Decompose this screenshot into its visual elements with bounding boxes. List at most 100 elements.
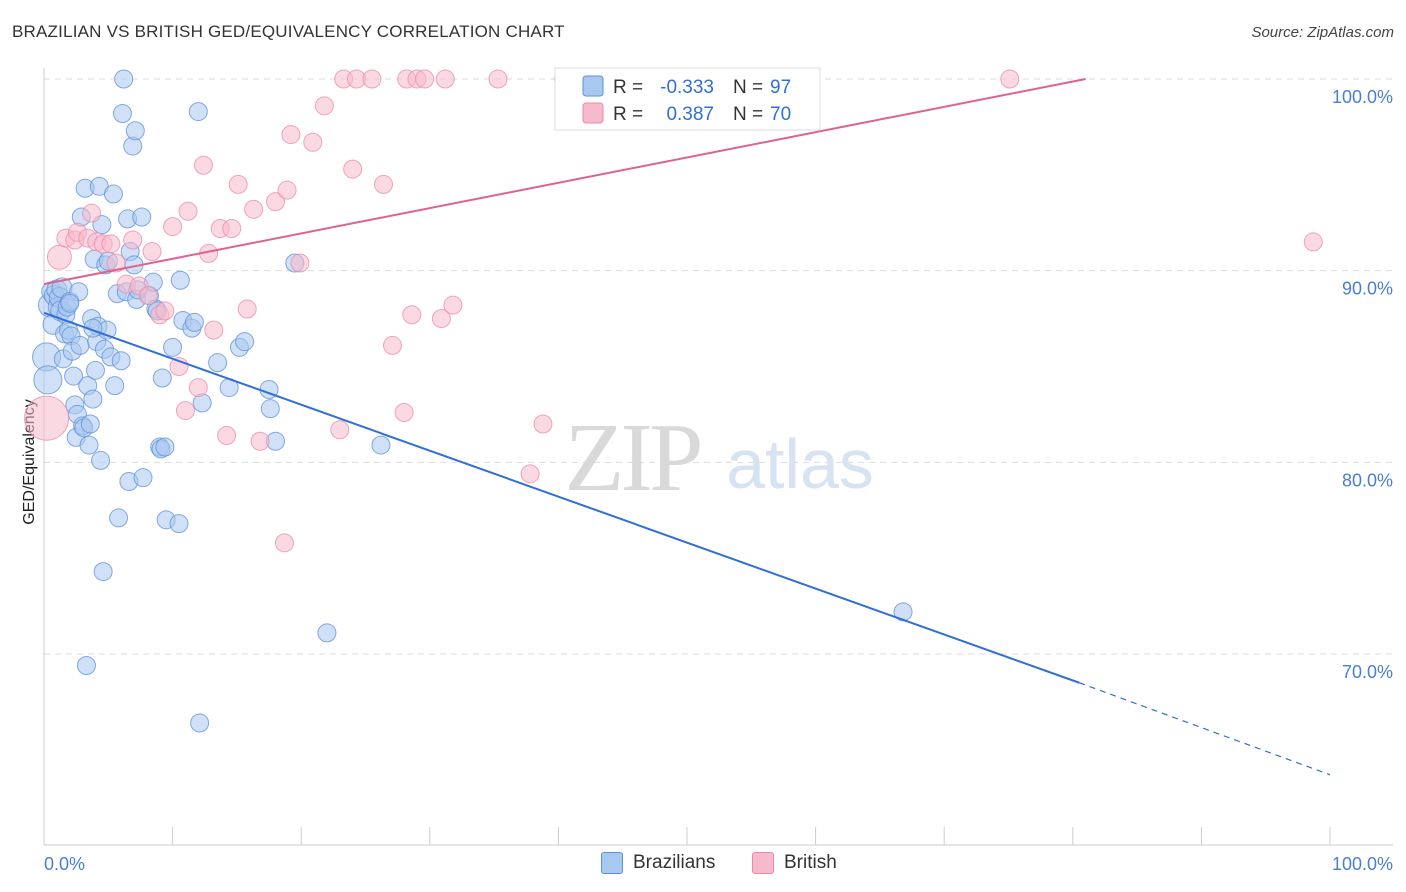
british-point-56 [520, 464, 540, 484]
brazilian-point-74 [163, 337, 183, 357]
british-point-38 [303, 132, 323, 152]
brazilian-point-52 [112, 104, 132, 123]
brazilians-trend-extension [1079, 682, 1331, 776]
x-tick-label-min: 0.0% [44, 854, 85, 874]
british-point-45 [374, 174, 394, 194]
brazilian-point-29 [76, 656, 96, 675]
legend-n-value-1: 97 [770, 77, 791, 98]
british-point-68 [1000, 69, 1020, 89]
legend-r-label-1: R = [613, 77, 643, 98]
british-point-21 [178, 201, 198, 221]
y-tick-label-100: 100.0% [1332, 87, 1393, 107]
brazilian-point-80 [188, 102, 208, 122]
british-point-44 [362, 69, 382, 89]
axes [43, 68, 1393, 846]
british-point-31 [244, 199, 264, 219]
british-point-57 [533, 414, 553, 434]
brazilian-point-53 [114, 69, 134, 89]
legend-n-label-2: N = [733, 104, 763, 125]
bottom-legend-british[interactable]: British [752, 852, 837, 874]
legend-swatch-brazilians [582, 75, 604, 97]
legend-r-value-2: 0.387 [666, 104, 714, 125]
brazilian-point-72 [155, 437, 175, 457]
british-point-29 [228, 174, 248, 194]
british-point-1 [46, 244, 72, 270]
watermark-atlas: atlas [726, 425, 874, 503]
brazilians-legend-label: Brazilians [633, 852, 716, 873]
brazilian-point-92 [371, 435, 391, 455]
british-point-46 [383, 335, 403, 355]
bottom-legend-brazilians[interactable]: Brazilians [601, 852, 715, 874]
british-point-55 [488, 69, 508, 89]
legend-r-value-1: -0.333 [660, 77, 714, 98]
british-point-9 [101, 234, 121, 254]
british-point-69 [1303, 232, 1323, 252]
british-point-36 [281, 125, 301, 145]
brazilians-trend-line [43, 311, 1080, 684]
british-point-17 [155, 301, 175, 321]
brazilian-point-71 [152, 368, 172, 388]
brazilian-point-64 [133, 468, 153, 488]
british-point-20 [175, 401, 195, 421]
british-point-53 [431, 309, 451, 329]
y-tick-label-80: 80.0% [1342, 470, 1393, 490]
british-point-51 [415, 69, 435, 89]
british-point-42 [343, 159, 363, 179]
british-trend-line [43, 78, 1086, 286]
brazilian-point-50 [109, 508, 129, 528]
british-point-34 [274, 533, 294, 553]
legend-n-label-1: N = [733, 77, 763, 98]
brazilian-point-88 [260, 399, 280, 419]
source-label: Source: ZipAtlas.com [1251, 24, 1394, 41]
british-point-22 [188, 378, 208, 398]
brazilian-point-75 [169, 514, 189, 534]
y-tick-label-90: 90.0% [1342, 279, 1393, 299]
brazilian-point-47 [103, 184, 123, 204]
brazilian-point-86 [235, 332, 255, 352]
y-tick-labels: 70.0% 80.0% 90.0% 100.0% [1332, 87, 1393, 682]
british-point-54 [443, 295, 463, 315]
british-point-12 [123, 230, 143, 250]
brazilian-point-24 [70, 335, 90, 355]
brazilian-point-1 [33, 365, 63, 395]
british-point-28 [222, 219, 242, 238]
brazilian-point-19 [64, 366, 84, 386]
brazilian-point-40 [91, 450, 111, 470]
british-point-49 [402, 305, 422, 325]
brazilian-point-63 [132, 207, 152, 227]
british-swatch [752, 852, 774, 874]
british-point-30 [237, 299, 257, 319]
brazilian-point-96 [60, 293, 80, 313]
brazilian-point-51 [111, 351, 131, 371]
british-point-25 [204, 320, 224, 340]
brazilian-point-42 [93, 562, 113, 582]
brazilian-point-83 [208, 353, 228, 373]
british-point-35 [277, 180, 297, 200]
x-tick-label-max: 100.0% [1332, 854, 1393, 874]
british-point-37 [290, 253, 310, 273]
british-point-0 [24, 395, 70, 441]
y-tick-label-70: 70.0% [1342, 662, 1393, 682]
brazilian-point-76 [170, 270, 190, 290]
british-point-40 [330, 420, 350, 440]
watermark-zip: ZIP [565, 404, 700, 512]
brazilian-point-79 [184, 312, 204, 332]
brazilian-point-34 [83, 389, 103, 409]
british-point-39 [314, 96, 334, 116]
brazilian-point-32 [80, 414, 100, 434]
brazilian-point-60 [125, 121, 145, 141]
correlation-legend: R = -0.333 N = 97 R = 0.387 N = 70 [554, 67, 821, 131]
british-point-23 [193, 155, 213, 175]
legend-swatch-british [582, 102, 604, 124]
trend-lines [43, 78, 1331, 776]
british-point-14 [138, 286, 158, 306]
watermark: ZIP atlas [565, 404, 874, 512]
chart-title: BRAZILIAN VS BRITISH GED/EQUIVALENCY COR… [12, 22, 565, 41]
brazilian-point-31 [79, 435, 99, 455]
british-point-33 [265, 192, 285, 212]
brazilian-point-81 [190, 713, 210, 733]
brazilian-point-91 [317, 623, 337, 643]
british-point-10 [106, 253, 126, 273]
british-point-18 [163, 217, 183, 237]
